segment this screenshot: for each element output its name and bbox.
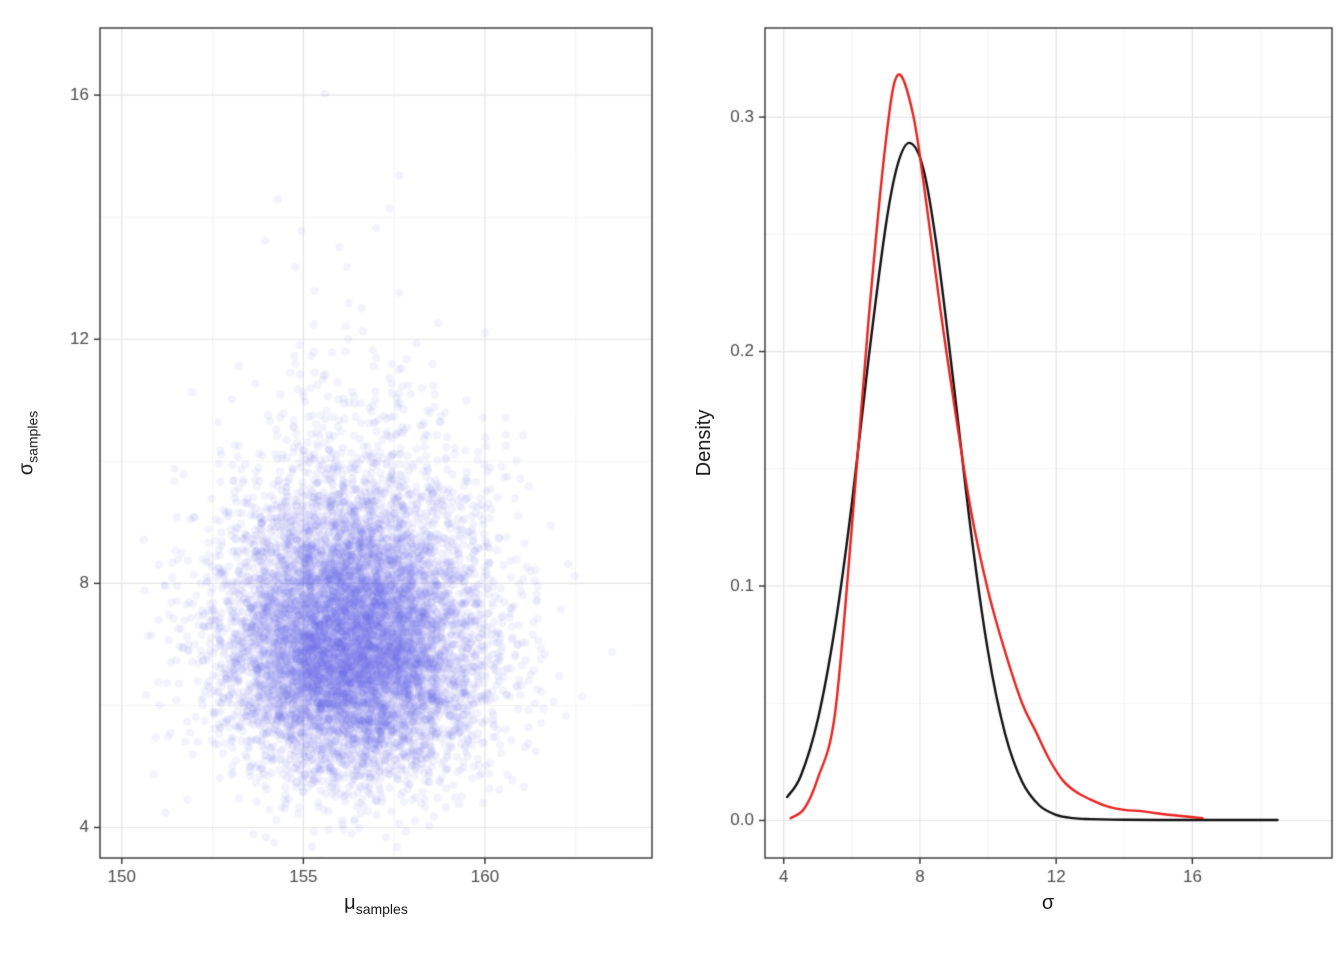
sigma-symbol: σ <box>15 462 38 476</box>
density-canvas <box>690 0 1344 960</box>
mu-symbol: μ <box>344 892 356 914</box>
scatter-canvas <box>0 0 690 960</box>
sigma-symbol: σ <box>1041 892 1055 914</box>
density-label: Density <box>693 409 715 477</box>
mu-subscript: samples <box>355 901 408 917</box>
x-axis-title-mu-samples: μsamples <box>344 893 408 916</box>
sigma-subscript: samples <box>24 410 41 463</box>
y-axis-title-sigma-samples: σsamples <box>15 410 41 476</box>
y-axis-title-density: Density <box>693 409 715 477</box>
x-axis-title-sigma: σ <box>1042 893 1054 913</box>
density-plot: σ Density <box>690 0 1344 960</box>
scatter-plot: μsamples σsamples <box>0 0 690 960</box>
